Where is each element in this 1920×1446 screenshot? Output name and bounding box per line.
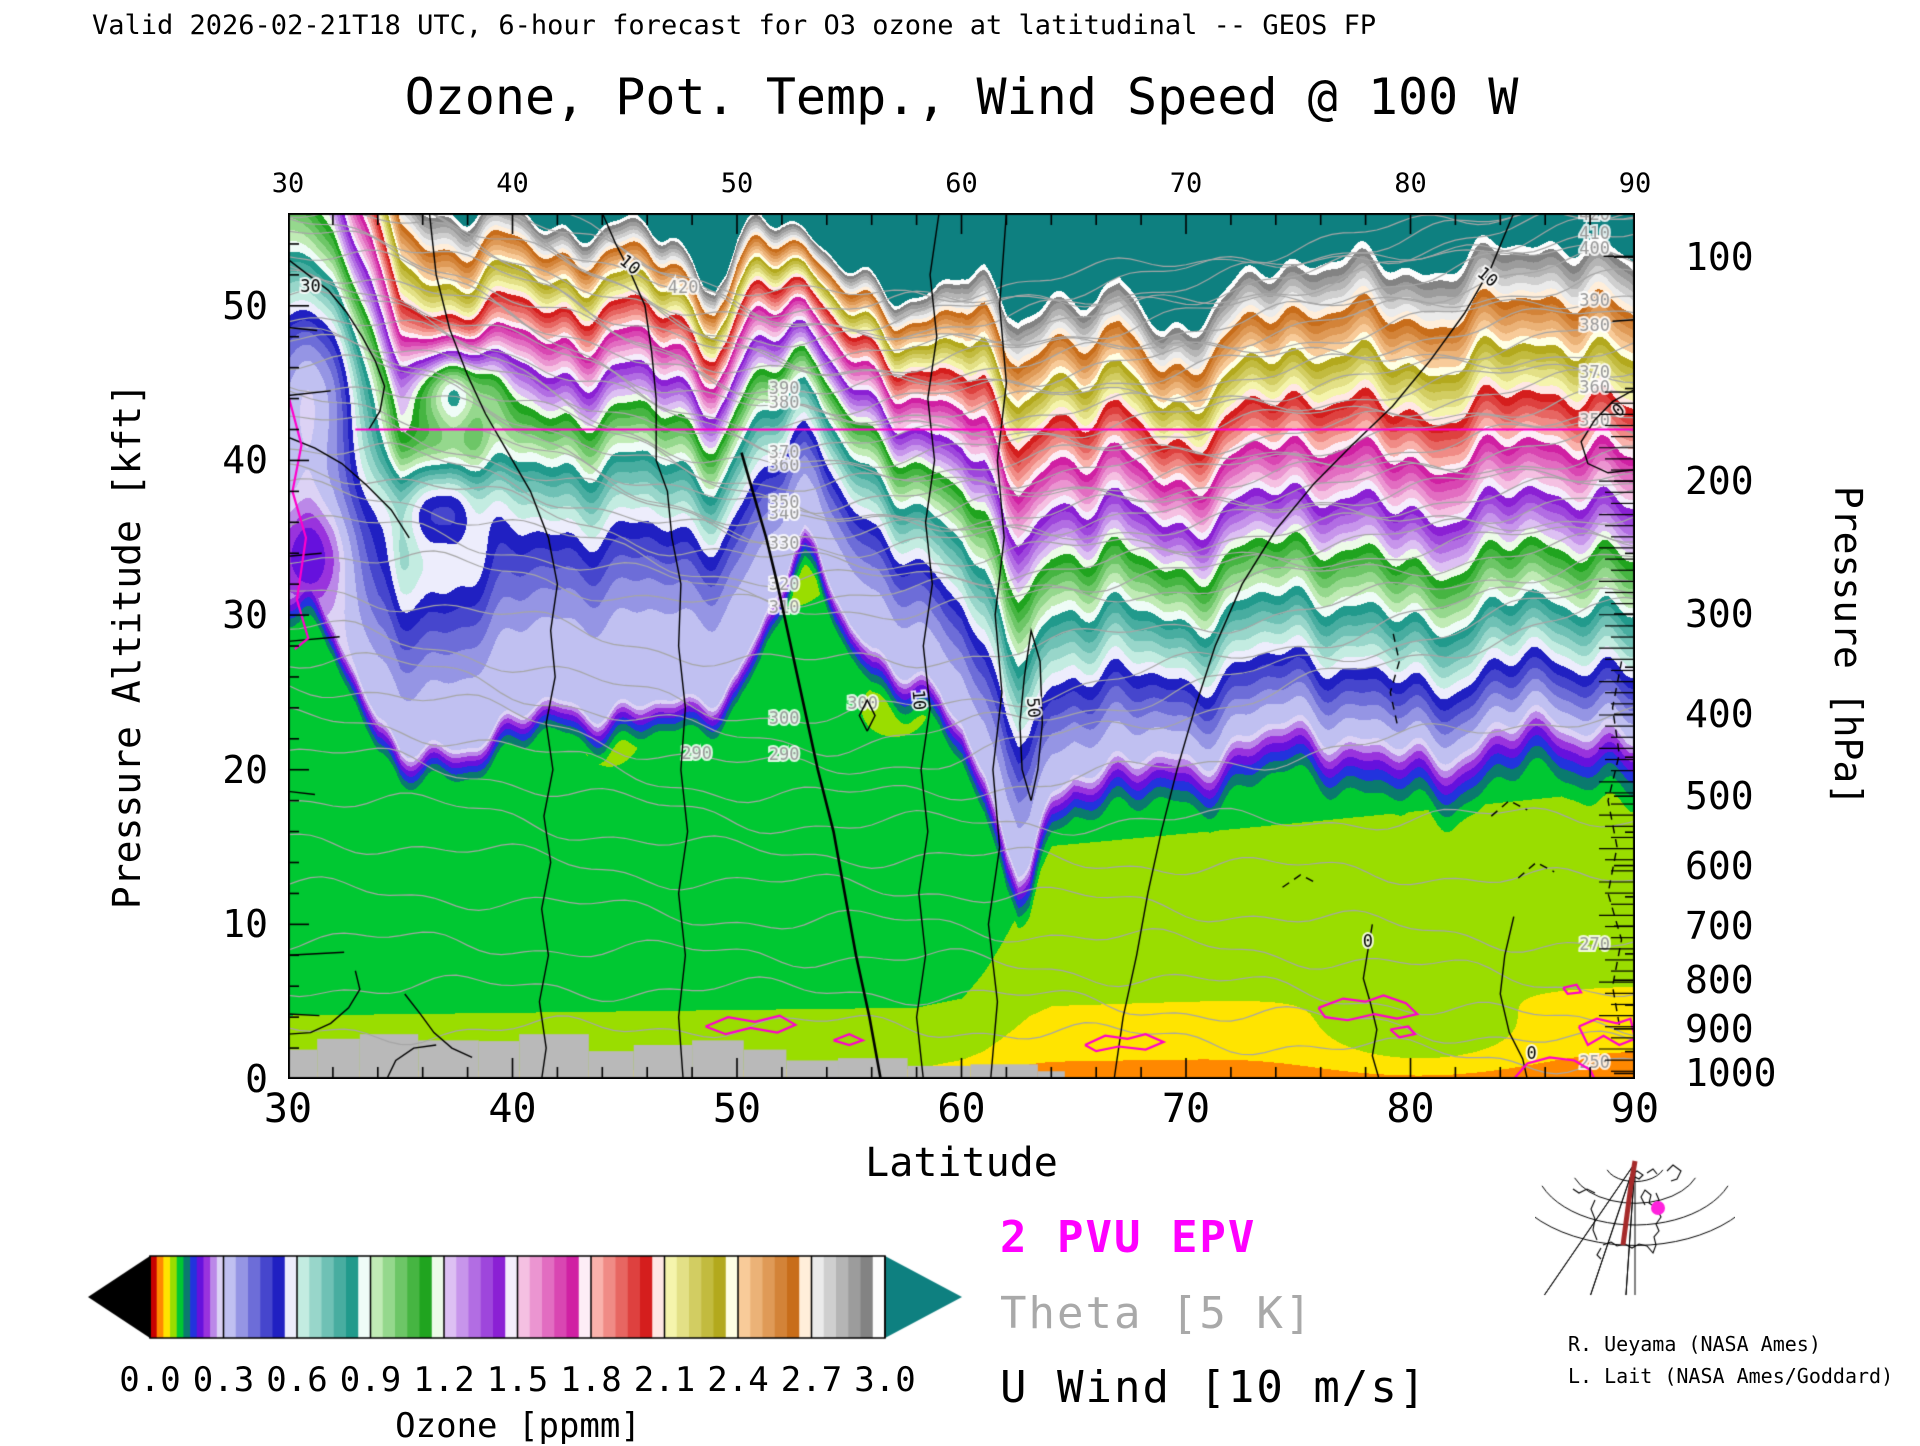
y-tick-label-hpa: 500 (1685, 774, 1754, 819)
y-axis-right-title: Pressure [hPa] (1826, 485, 1870, 807)
x-tick-label-top: 70 (1169, 168, 1203, 199)
y-tick-label-kft: 20 (222, 747, 268, 792)
colorbar-tick-label: 3.0 (854, 1360, 916, 1400)
x-tick-label-bottom: 60 (937, 1086, 986, 1132)
colorbar-tick-label: 0.9 (339, 1360, 402, 1400)
legend-theta: Theta [5 K] (1000, 1288, 1314, 1339)
plot-title: Ozone, Pot. Temp., Wind Speed @ 100 W (404, 68, 1519, 126)
legend-u-wind: U Wind [10 m/s] (1000, 1362, 1428, 1413)
x-tick-label-bottom: 40 (488, 1086, 537, 1132)
x-axis-title: Latitude (865, 1140, 1058, 1186)
colorbar-tick-label: 0.6 (266, 1360, 328, 1400)
x-tick-label-bottom: 80 (1386, 1086, 1435, 1132)
y-tick-label-kft: 0 (245, 1057, 268, 1101)
credit-line-1: R. Ueyama (NASA Ames) (1568, 1332, 1821, 1356)
map-inset (1535, 1145, 1735, 1300)
y-tick-label-hpa: 1000 (1685, 1051, 1777, 1096)
x-tick-label-top: 40 (496, 168, 529, 199)
x-tick-label-top: 50 (720, 168, 754, 199)
x-tick-label-top: 60 (945, 168, 978, 199)
y-tick-label-hpa: 600 (1685, 843, 1754, 888)
colorbar-tick-label: 1.2 (413, 1360, 475, 1400)
credit-line-2: L. Lait (NASA Ames/Goddard) (1568, 1364, 1894, 1388)
x-tick-label-bottom: 70 (1161, 1086, 1211, 1132)
x-tick-label-bottom: 50 (712, 1086, 762, 1132)
colorbar-tick-label: 2.1 (633, 1360, 696, 1400)
y-tick-label-hpa: 900 (1685, 1006, 1754, 1051)
x-tick-label-top: 90 (1618, 168, 1652, 199)
y-tick-label-kft: 50 (222, 283, 268, 328)
ozone-colorbar (85, 1252, 965, 1344)
x-tick-label-bottom: 90 (1610, 1086, 1660, 1132)
colorbar-tick-label: 0.3 (192, 1360, 255, 1400)
colorbar-tick-label: 1.5 (486, 1360, 549, 1400)
y-tick-label-hpa: 700 (1685, 904, 1754, 949)
valid-time-header: Valid 2026-02-21T18 UTC, 6-hour forecast… (92, 10, 1377, 41)
y-tick-label-kft: 40 (222, 438, 268, 483)
y-tick-label-hpa: 200 (1685, 459, 1754, 504)
y-tick-label-hpa: 400 (1685, 692, 1754, 737)
y-axis-left-title: Pressure Altitude [kft] (105, 382, 149, 910)
x-tick-label-top: 30 (271, 168, 305, 199)
legend-pv-epv: 2 PVU EPV (1000, 1212, 1257, 1263)
y-tick-label-hpa: 100 (1685, 235, 1754, 280)
colorbar-tick-label: 2.7 (780, 1360, 843, 1400)
colorbar-tick-label: 1.8 (560, 1360, 622, 1400)
x-tick-label-bottom: 30 (263, 1086, 313, 1132)
y-tick-label-hpa: 300 (1685, 591, 1754, 636)
x-tick-label-top: 80 (1394, 168, 1427, 199)
y-tick-label-hpa: 800 (1685, 958, 1754, 1003)
y-tick-label-kft: 10 (222, 902, 268, 947)
colorbar-title: Ozone [ppmm] (395, 1406, 641, 1446)
colorbar-tick-label: 2.4 (707, 1360, 769, 1400)
ozone-cross-section-plot (288, 213, 1635, 1079)
colorbar-tick-label: 0.0 (119, 1360, 181, 1400)
y-tick-label-kft: 30 (222, 593, 268, 638)
